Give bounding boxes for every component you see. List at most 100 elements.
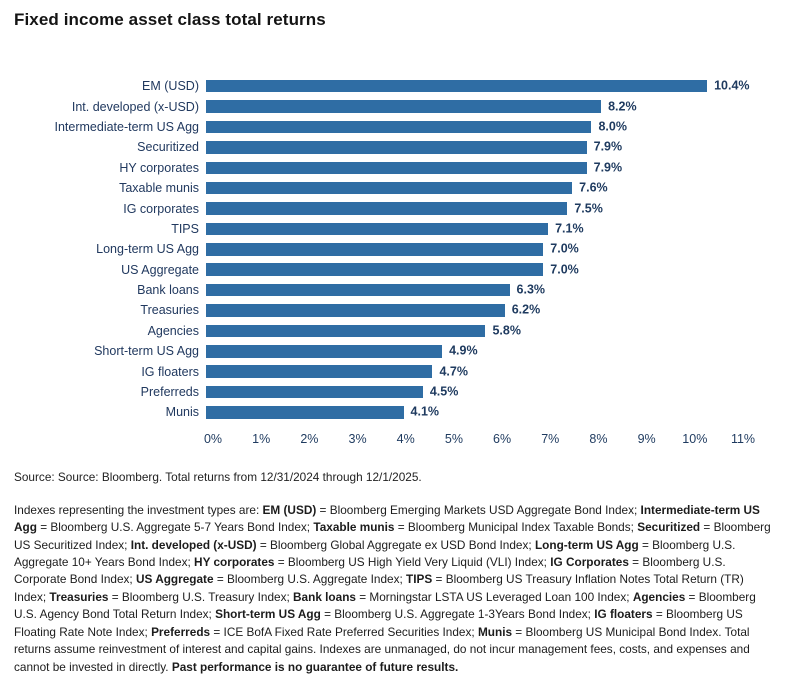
bar: [206, 141, 587, 154]
footnote-bold-segment: EM (USD): [262, 502, 317, 517]
footnote-segment: = Bloomberg U.S. Aggregate 1-3Years Bond…: [320, 607, 595, 622]
bar-track: 8.2%: [206, 99, 736, 114]
bar-rows: EM (USD) 10.4% Int. developed (x-USD) 8.2% I…: [14, 76, 774, 423]
bar-track: 4.5%: [206, 384, 736, 399]
bar-label: IG floaters: [141, 364, 199, 379]
bar-row: IG floaters 4.7%: [14, 361, 774, 381]
x-tick: 2%: [300, 431, 319, 446]
x-tick: 6%: [493, 431, 512, 446]
footnote-bold-segment: Past performance is no guarantee of futu…: [171, 659, 459, 674]
bar-row: Agencies 5.8%: [14, 321, 774, 341]
footnote-segment: = Bloomberg Emerging Markets USD Aggrega…: [316, 502, 641, 517]
bar: [206, 345, 443, 358]
bar-value: 8.2%: [608, 99, 637, 114]
bar-track: 7.1%: [206, 221, 736, 236]
x-tick: 5%: [444, 431, 463, 446]
bar-track: 7.6%: [206, 181, 736, 195]
bar-value: 6.3%: [516, 282, 546, 297]
footnote-bold-segment: HY corporates: [194, 555, 275, 569]
bar-label: Short-term US Agg: [94, 344, 199, 359]
footnote-segment: = Bloomberg U.S. Corporate Bond Index;: [14, 555, 726, 587]
bar: [206, 181, 573, 195]
bar-value: 10.4%: [714, 78, 750, 93]
footnote-segment: = Bloomberg U.S. Treasury Index;: [108, 589, 294, 604]
footnote-segment: = Bloomberg US Municipal Bond Index. Tot…: [14, 624, 750, 674]
bar-row: Long-term US Agg 7.0%: [14, 239, 774, 259]
bar-value: 8.0%: [598, 119, 627, 134]
bar: [206, 324, 486, 338]
bar-label: US Aggregate: [121, 262, 199, 277]
bar-chart: EM (USD) 10.4% Int. developed (x-USD) 8.2% I…: [14, 76, 774, 448]
bar: [206, 263, 544, 276]
x-tick: 4%: [396, 431, 415, 446]
bar-value: 7.9%: [593, 160, 623, 175]
footnote-bold-segment: IG floaters: [594, 607, 653, 622]
footnote-bold-segment: Securitized: [637, 520, 701, 535]
bar: [206, 222, 549, 236]
footnote-bold-segment: Agencies: [632, 589, 686, 604]
bar-value: 6.2%: [511, 302, 541, 317]
x-axis: 0% 1% 2% 3% 4% 5% 6% 7% 8% 9% 10% 11%: [204, 431, 755, 448]
footnote-bold-segment: US Aggregate: [135, 572, 214, 587]
bar-label: Int. developed (x-USD): [71, 99, 199, 114]
bar-value: 5.8%: [492, 323, 521, 338]
bar: [206, 79, 708, 93]
bar-track: 6.3%: [206, 282, 736, 297]
footnote-segment: = Bloomberg US Treasury Inflation Notes …: [14, 572, 744, 604]
bar-label: Long-term US Agg: [96, 242, 199, 257]
bar-value: 4.9%: [449, 343, 478, 358]
footnote-segment: = Bloomberg U.S. Aggregate 10+ Years Bon…: [14, 537, 736, 569]
footnote-bold-segment: Int. developed (x-USD): [130, 537, 257, 552]
x-tick: 10%: [682, 431, 708, 446]
bar-row: Preferreds 4.5%: [14, 382, 774, 402]
bar: [206, 202, 568, 215]
bar-value: 4.7%: [439, 364, 468, 379]
bar-label: Agencies: [147, 323, 199, 338]
footnote-segment: = Morningstar LSTA US Leveraged Loan 100…: [355, 589, 633, 604]
bar-value: 4.5%: [429, 384, 459, 399]
x-tick: 9%: [637, 431, 656, 446]
bar-row: Taxable munis 7.6%: [14, 178, 774, 198]
bar-row: Treasuries 6.2%: [14, 300, 774, 320]
bar-track: 4.1%: [206, 405, 736, 419]
bar-track: 10.4%: [206, 79, 750, 93]
bar-row: Munis 4.1%: [14, 402, 774, 422]
bar: [206, 243, 544, 256]
bar-row: TIPS 7.1%: [14, 219, 774, 239]
bar-track: 7.0%: [206, 241, 736, 256]
bar-row: Short-term US Agg 4.9%: [14, 341, 774, 361]
footnote-segment: = Bloomberg U.S. Agency Bond Total Retur…: [14, 589, 756, 622]
footnote-bold-segment: Preferreds: [151, 624, 211, 639]
bar-label: EM (USD): [142, 79, 199, 94]
footnote-bold-segment: Munis: [477, 624, 513, 639]
bar-label: Securitized: [137, 140, 199, 155]
footnote-segment: = ICE BofA Fixed Rate Preferred Securiti…: [210, 624, 478, 639]
bar-value: 7.5%: [574, 200, 603, 215]
bar-label: Preferreds: [140, 385, 199, 400]
bar-value: 7.9%: [593, 139, 623, 154]
bar-row: HY corporates 7.9%: [14, 158, 774, 178]
footnote-segment: = Bloomberg US Floating Rate Note Index;: [14, 607, 743, 639]
bar-row: Securitized 7.9%: [14, 137, 774, 157]
bar-track: 7.5%: [206, 200, 736, 215]
bar-row: Intermediate-term US Agg 8.0%: [14, 117, 774, 137]
bar: [206, 100, 602, 113]
bar-label: Bank loans: [137, 283, 199, 298]
bar-label: HY corporates: [119, 160, 199, 175]
bar-value: 7.1%: [555, 221, 584, 236]
footnote-segment: = Bloomberg Municipal Index Taxable Bond…: [394, 520, 638, 535]
bar-row: EM (USD) 10.4%: [14, 76, 774, 96]
footnote-segment: = Bloomberg US High Yield Very Liquid (V…: [274, 555, 551, 569]
bar-label: Treasuries: [140, 303, 199, 318]
footnote-bold-segment: IG Corporates: [550, 555, 629, 569]
bar-row: IG corporates 7.5%: [14, 198, 774, 218]
bar-track: 7.0%: [206, 262, 736, 276]
bar-label: TIPS: [171, 221, 199, 236]
x-tick: 3%: [348, 431, 367, 446]
footnote-segment: = Bloomberg Global Aggregate ex USD Bond…: [256, 537, 535, 552]
bar-label: Munis: [165, 405, 199, 420]
x-tick: 7%: [541, 431, 560, 446]
bar: [206, 161, 587, 174]
bar-value: 7.0%: [550, 241, 579, 256]
bar: [206, 283, 510, 297]
